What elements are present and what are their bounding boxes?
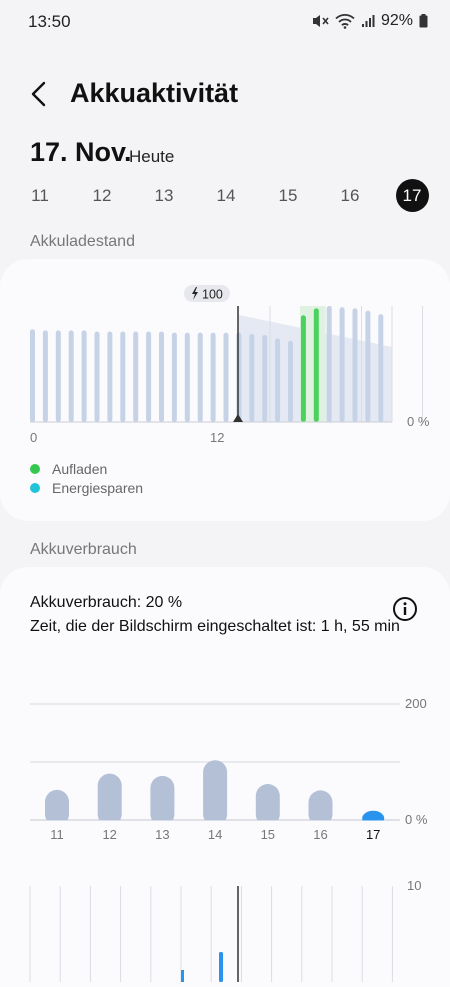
battery-level-bar	[94, 331, 100, 422]
battery-level-section-label: Akkuladestand	[30, 233, 135, 250]
charge-badge: 100	[184, 285, 230, 302]
hourly-y-top: 10	[407, 878, 421, 893]
battery-level-bar	[197, 332, 203, 422]
battery-level-bar	[223, 332, 229, 422]
legend-label-power-saving: Energiesparen	[52, 480, 144, 496]
battery-level-bar	[210, 332, 216, 422]
day-label: 14	[216, 186, 236, 205]
usage-x-tick-11: 11	[50, 827, 64, 842]
usage-x-tick-13: 13	[155, 827, 169, 842]
day-selector: 11 12 13 14 15 16 17	[18, 178, 434, 214]
day-13[interactable]: 13	[142, 178, 186, 214]
battery-level-bar	[30, 329, 35, 422]
now-marker	[233, 414, 243, 422]
battery-level-card: 100 0 % 0 12 Aufladen Energiesparen	[0, 259, 450, 521]
day-15[interactable]: 15	[266, 178, 310, 214]
wifi-icon	[335, 14, 355, 29]
day-14[interactable]: 14	[204, 178, 248, 214]
day-17[interactable]: 17	[390, 178, 434, 214]
power-saving-legend-dot	[30, 483, 40, 493]
page-title: Akkuaktivität	[70, 78, 239, 108]
battery-level-bar	[55, 330, 61, 422]
battery-level-bar	[313, 308, 319, 422]
usage-percent-text: Akkuverbrauch: 20 %	[30, 594, 183, 611]
legend-item-charging: Aufladen	[30, 461, 107, 477]
x-tick-12: 12	[210, 430, 224, 445]
battery-level-bar	[352, 308, 358, 422]
day-label: 13	[154, 186, 174, 205]
battery-icon	[419, 14, 428, 28]
y-axis-label: 0 %	[407, 414, 430, 429]
legend-label-charging: Aufladen	[52, 461, 108, 477]
usage-bar-16	[308, 790, 333, 826]
battery-percent: 92%	[380, 12, 413, 29]
usage-card: Akkuverbrauch: 20 % Zeit, die der Bildsc…	[0, 567, 450, 987]
day-11[interactable]: 11	[18, 178, 62, 214]
battery-level-bar	[365, 310, 371, 422]
charging-legend-dot	[30, 464, 40, 474]
x-tick-0: 0	[30, 430, 37, 445]
battery-level-bar	[133, 331, 139, 422]
today-label: Heute	[129, 147, 175, 166]
bolt-icon	[192, 287, 198, 300]
battery-level-bar	[236, 332, 242, 422]
usage-y-bottom: 0 %	[405, 812, 428, 827]
date-label: 17. Nov.	[30, 137, 132, 167]
day-label: 15	[278, 186, 298, 205]
usage-x-tick-17: 17	[366, 827, 380, 842]
day-label: 11	[31, 186, 49, 205]
day-label: 12	[92, 186, 112, 205]
day-16[interactable]: 16	[328, 178, 372, 214]
battery-level-bar	[68, 330, 74, 422]
hourly-bar	[219, 952, 223, 982]
info-icon[interactable]	[392, 596, 418, 622]
usage-x-tick-14: 14	[208, 827, 222, 842]
battery-level-bar	[262, 335, 268, 422]
usage-bar-15	[255, 784, 280, 826]
battery-level-bar	[249, 333, 255, 422]
battery-level-bar	[159, 331, 164, 422]
battery-level-bar	[339, 307, 345, 422]
usage-y-top: 200	[405, 696, 427, 711]
battery-level-bar	[120, 331, 126, 422]
status-icons: 92%	[311, 12, 428, 30]
battery-level-bar	[42, 330, 48, 422]
day-label: 16	[340, 186, 360, 205]
usage-x-tick-15: 15	[261, 827, 275, 842]
battery-level-bar	[300, 315, 306, 422]
screen-time-text: Zeit, die der Bildschirm eingeschaltet i…	[30, 618, 400, 635]
status-time: 13:50	[28, 12, 71, 31]
charge-badge-value: 100	[202, 288, 223, 302]
battery-level-bar	[184, 332, 190, 422]
battery-level-bar	[288, 340, 293, 422]
usage-bar-14	[203, 760, 228, 826]
hourly-usage-chart: 10	[29, 878, 421, 982]
day-12[interactable]: 12	[80, 178, 124, 214]
hourly-bar	[181, 970, 184, 982]
battery-level-bar	[146, 331, 152, 422]
battery-level-bar	[107, 331, 113, 422]
day-label: 17	[395, 179, 429, 212]
usage-bar-11	[45, 789, 69, 826]
battery-level-bar	[378, 314, 384, 422]
battery-level-bar	[326, 306, 332, 422]
usage-bar-13	[150, 775, 175, 826]
usage-section-label: Akkuverbrauch	[30, 541, 137, 558]
battery-level-bar	[275, 338, 281, 422]
usage-x-tick-16: 16	[313, 827, 327, 842]
mute-icon	[312, 15, 329, 27]
usage-x-tick-12: 12	[102, 827, 116, 842]
battery-level-bar	[171, 332, 177, 422]
usage-bar-12	[97, 773, 122, 826]
battery-level-bar	[81, 330, 87, 422]
back-arrow-icon[interactable]	[26, 78, 56, 110]
signal-icon	[361, 15, 375, 27]
legend-item-power-saving: Energiesparen	[30, 480, 143, 496]
baseline-mask	[30, 820, 400, 829]
daily-usage-chart: 200 0 % 11 12 13 14 15 16 17	[30, 696, 428, 842]
status-bar: 13:50 92%	[0, 0, 450, 44]
battery-level-chart: 100 0 % 0 12	[30, 285, 430, 445]
